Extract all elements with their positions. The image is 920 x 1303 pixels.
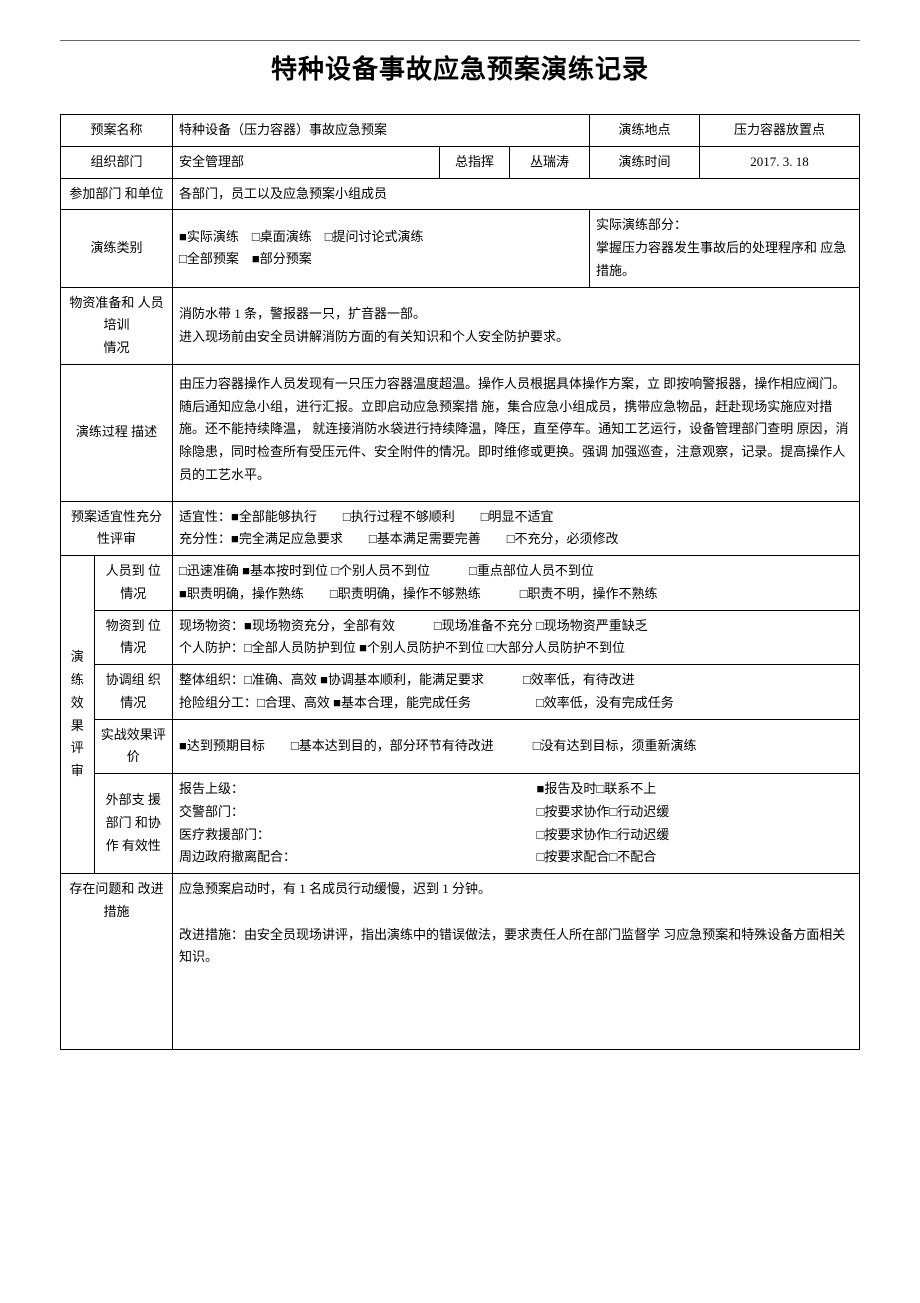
label-suitability: 预案适宜性充分性评审	[61, 501, 173, 556]
label-org-dept: 组织部门	[61, 146, 173, 178]
suitability-line1: 适宜性：■全部能够执行 □执行过程不够顺利 □明显不适宜	[179, 506, 853, 529]
value-eval-materials: 现场物资：■现场物资充分，全部有效 □现场准备不充分 □现场物资严重缺乏 个人防…	[173, 610, 860, 665]
row-prep: 物资准备和 人员培训 情况 消防水带 1 条，警报器一只，扩音器一部。 进入现场…	[61, 287, 860, 364]
row-org-dept: 组织部门 安全管理部 总指挥 丛瑞涛 演练时间 2017. 3. 18	[61, 146, 860, 178]
row-eval-materials: 物资到 位情况 现场物资：■现场物资充分，全部有效 □现场准备不充分 □现场物资…	[61, 610, 860, 665]
record-table: 预案名称 特种设备（压力容器）事故应急预案 演练地点 压力容器放置点 组织部门 …	[60, 114, 860, 1050]
value-eval-personnel: □迅速准确 ■基本按时到位 □个别人员不到位 □重点部位人员不到位 ■职责明确，…	[173, 556, 860, 611]
row-eval-personnel: 演 练 效 果 评 审 人员到 位情况 □迅速准确 ■基本按时到位 □个别人员不…	[61, 556, 860, 611]
value-eval-result: ■达到预期目标 □基本达到目的，部分环节有待改进 □没有达到目标，须重新演练	[173, 719, 860, 774]
row-eval-external: 外部支 援部门 和协作 有效性 报告上级： ■报告及时□联系不上 交警部门： □…	[61, 774, 860, 874]
value-issues: 应急预案启动时，有 1 名成员行动缓慢，迟到 1 分钟。 改进措施：由安全员现场…	[173, 874, 860, 1050]
row-eval-coord: 协调组 织情况 整体组织：□准确、高效 ■协调基本顺利，能满足要求 □效率低，有…	[61, 665, 860, 720]
value-prep: 消防水带 1 条，警报器一只，扩音器一部。 进入现场前由安全员讲解消防方面的有关…	[173, 287, 860, 364]
value-process: 由压力容器操作人员发现有一只压力容器温度超温。操作人员根据具体操作方案，立 即按…	[173, 364, 860, 501]
value-drill-type-left: ■实际演练 □桌面演练 □提问讨论式演练 □全部预案 ■部分预案	[173, 210, 590, 287]
label-eval-coord: 协调组 织情况	[94, 665, 172, 720]
value-eval-external: 报告上级： ■报告及时□联系不上 交警部门： □按要求协作□行动迟缓 医疗救援部…	[173, 774, 860, 874]
label-drill-type: 演练类别	[61, 210, 173, 287]
value-plan-name: 特种设备（压力容器）事故应急预案	[173, 115, 590, 147]
label-prep: 物资准备和 人员培训 情况	[61, 287, 173, 364]
label-issues: 存在问题和 改进措施	[61, 874, 173, 1050]
value-org-dept: 安全管理部	[173, 146, 440, 178]
row-process: 演练过程 描述 由压力容器操作人员发现有一只压力容器温度超温。操作人员根据具体操…	[61, 364, 860, 501]
value-drill-type-right: 实际演练部分： 掌握压力容器发生事故后的处理程序和 应急措施。	[590, 210, 860, 287]
label-location: 演练地点	[590, 115, 700, 147]
value-suitability: 适宜性：■全部能够执行 □执行过程不够顺利 □明显不适宜 充分性：■完全满足应急…	[173, 501, 860, 556]
value-location: 压力容器放置点	[700, 115, 860, 147]
value-eval-coord: 整体组织：□准确、高效 ■协调基本顺利，能满足要求 □效率低，有待改进 抢险组分…	[173, 665, 860, 720]
label-eval-materials: 物资到 位情况	[94, 610, 172, 665]
row-plan-name: 预案名称 特种设备（压力容器）事故应急预案 演练地点 压力容器放置点	[61, 115, 860, 147]
row-issues: 存在问题和 改进措施 应急预案启动时，有 1 名成员行动缓慢，迟到 1 分钟。 …	[61, 874, 860, 1050]
document-title: 特种设备事故应急预案演练记录	[60, 49, 860, 86]
label-plan-name: 预案名称	[61, 115, 173, 147]
suitability-line2: 充分性：■完全满足应急要求 □基本满足需要完善 □不充分，必须修改	[179, 528, 853, 551]
row-participants: 参加部门 和单位 各部门，员工以及应急预案小组成员	[61, 178, 860, 210]
row-suitability: 预案适宜性充分性评审 适宜性：■全部能够执行 □执行过程不够顺利 □明显不适宜 …	[61, 501, 860, 556]
label-eval-result: 实战效果评价	[94, 719, 172, 774]
row-drill-type: 演练类别 ■实际演练 □桌面演练 □提问讨论式演练 □全部预案 ■部分预案 实际…	[61, 210, 860, 287]
row-eval-result: 实战效果评价 ■达到预期目标 □基本达到目的，部分环节有待改进 □没有达到目标，…	[61, 719, 860, 774]
label-participants: 参加部门 和单位	[61, 178, 173, 210]
label-time: 演练时间	[590, 146, 700, 178]
label-eval-personnel: 人员到 位情况	[94, 556, 172, 611]
label-eval-external: 外部支 援部门 和协作 有效性	[94, 774, 172, 874]
label-process: 演练过程 描述	[61, 364, 173, 501]
label-commander: 总指挥	[440, 146, 510, 178]
value-commander: 丛瑞涛	[510, 146, 590, 178]
value-participants: 各部门，员工以及应急预案小组成员	[173, 178, 860, 210]
label-eval-header: 演 练 效 果 评 审	[61, 556, 95, 874]
value-time: 2017. 3. 18	[700, 146, 860, 178]
